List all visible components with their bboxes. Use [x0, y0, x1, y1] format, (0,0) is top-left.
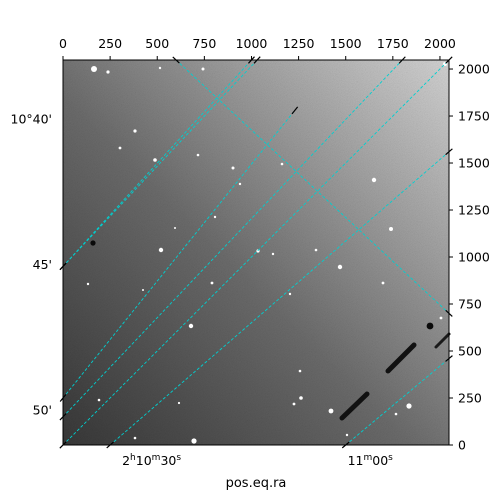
star [158, 66, 162, 70]
satellite-streak [385, 342, 417, 374]
star [133, 129, 137, 133]
right-tick-label: 0 [458, 438, 466, 453]
right-tick-label: 500 [458, 344, 482, 359]
x-axis-label: pos.eq.ra [226, 476, 287, 491]
wcs-edge-tick [445, 309, 453, 317]
star [153, 158, 157, 162]
ra-tick-label: 11m00s [348, 453, 394, 468]
star [292, 402, 296, 406]
grid-line [63, 60, 252, 267]
star [191, 438, 197, 444]
star [133, 436, 137, 440]
wcs-edge-tick [59, 262, 67, 271]
grid-line [345, 358, 449, 445]
star [97, 398, 101, 402]
star [394, 412, 398, 416]
wcs-edge-tick [445, 148, 453, 156]
right-tick-label: 750 [458, 297, 482, 312]
ra-tick-label: 2h10m30s [122, 453, 181, 468]
star [271, 252, 275, 256]
star [196, 153, 200, 157]
satellite-streak [339, 391, 370, 421]
star [238, 182, 242, 186]
wcs-edge-tick [59, 394, 67, 402]
image-frame [62, 59, 450, 446]
star [213, 215, 217, 219]
star [371, 177, 377, 183]
top-tick-label: 1500 [330, 36, 362, 51]
grid-line [63, 60, 449, 445]
grid-line [63, 60, 403, 418]
wcs-edge-tick [341, 441, 350, 449]
star [86, 282, 90, 286]
grid-line [63, 60, 258, 267]
wcs-edge-tick [253, 56, 261, 64]
wcs-edge-tick [247, 56, 255, 64]
wcs-edge-tick [291, 106, 299, 115]
star [345, 433, 349, 437]
satellite-streak [434, 332, 451, 349]
star [188, 323, 194, 329]
dark-spot [90, 240, 96, 246]
star [210, 281, 214, 285]
right-pixel-axis: 0 250 500 750 1000 1250 1500 1750 2000 [449, 62, 490, 453]
star [299, 396, 303, 400]
wcs-edge-tick [106, 441, 114, 449]
star [298, 369, 302, 373]
star [406, 403, 412, 409]
dark-artifacts [90, 240, 451, 421]
star [337, 264, 343, 270]
star [314, 248, 318, 252]
dec-tick-label: 45' [33, 257, 52, 272]
top-tick-label: 1250 [283, 36, 315, 51]
star [177, 401, 181, 405]
right-tick-label: 1250 [458, 203, 490, 218]
wcs-edge-tick [445, 56, 453, 64]
star [106, 70, 110, 74]
coordinate-grid [63, 60, 449, 445]
top-tick-label: 250 [98, 36, 122, 51]
wcs-edge-ticks [59, 56, 453, 449]
top-tick-label: 750 [192, 36, 216, 51]
star [381, 281, 385, 285]
star [288, 292, 292, 296]
right-tick-label: 2000 [458, 62, 490, 77]
star [174, 227, 176, 229]
dec-tick-label: 50' [33, 403, 52, 418]
wcs-edge-tick [398, 56, 406, 64]
dec-axis: 10°40' 45' 50' [11, 111, 53, 417]
star [91, 66, 97, 72]
star [158, 247, 164, 253]
top-tick-label: 1000 [236, 36, 268, 51]
star [118, 146, 122, 150]
star [231, 166, 235, 170]
grid-line [175, 60, 449, 314]
wcs-edge-tick [172, 56, 180, 64]
star [389, 227, 393, 231]
dark-spot [426, 322, 434, 330]
wcs-edge-tick [59, 441, 67, 449]
top-tick-label: 0 [59, 36, 67, 51]
right-tick-label: 1000 [458, 250, 490, 265]
top-tick-label: 2000 [424, 36, 456, 51]
right-tick-label: 1750 [458, 109, 490, 124]
star [439, 316, 443, 320]
right-tick-label: 250 [458, 391, 482, 406]
top-pixel-axis: 0 250 500 750 1000 1250 1500 1750 2000 [59, 36, 456, 60]
top-tick-label: 1750 [377, 36, 409, 51]
ra-axis: 2h10m30s 11m00s [122, 453, 393, 468]
wcs-edge-tick [445, 355, 453, 362]
grid-line [63, 110, 296, 399]
star [142, 289, 144, 291]
star [280, 162, 284, 166]
image-panel [62, 59, 451, 446]
right-tick-label: 1500 [458, 156, 490, 171]
top-tick-label: 500 [145, 36, 169, 51]
star [328, 408, 334, 414]
wcs-edge-tick [59, 413, 67, 421]
dec-tick-label: 10°40' [11, 111, 53, 126]
star [201, 67, 205, 71]
